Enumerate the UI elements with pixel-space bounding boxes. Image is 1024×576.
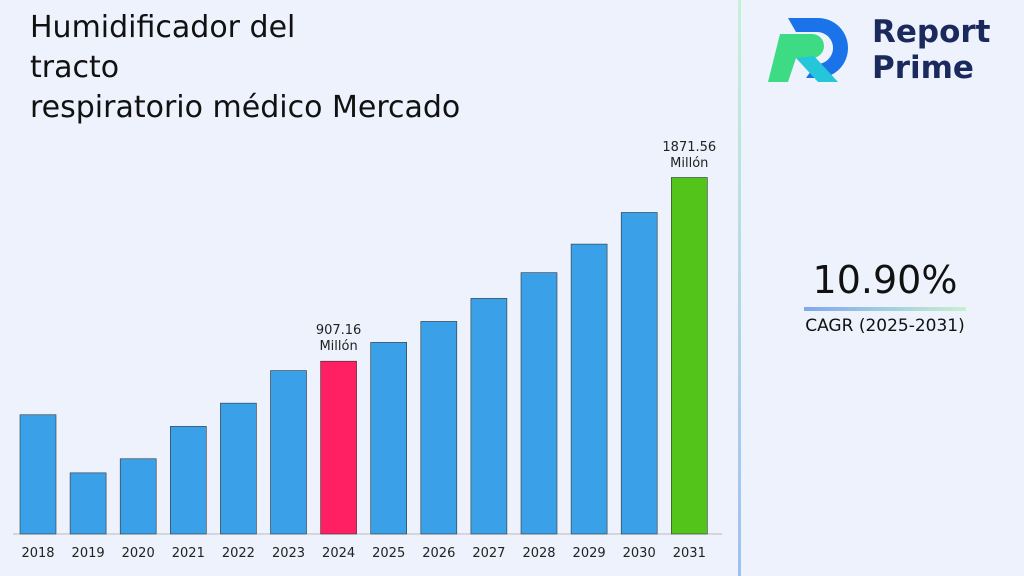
x-tick-label: 2029: [573, 546, 606, 561]
x-tick-label: 2021: [172, 546, 205, 561]
bar: [520, 272, 558, 535]
bar: [620, 212, 658, 535]
chart: 2018 2019 2020 2021 2022 2023 2024 2025 2026 2027…: [13, 177, 722, 561]
logo-icon: [768, 18, 848, 82]
bar: [69, 472, 107, 535]
x-tick-label: 2024: [322, 546, 355, 561]
x-tick-label: 2028: [522, 546, 555, 561]
bar: [19, 414, 57, 535]
cagr-underline: [804, 307, 966, 311]
x-tick-label: 2030: [623, 546, 656, 561]
bar: [220, 402, 257, 535]
x-tick-label: 2022: [222, 546, 255, 561]
cagr-value: 10.90%: [812, 258, 958, 302]
bar: [370, 342, 408, 535]
bar: [570, 243, 608, 535]
x-tick-label: 2018: [21, 546, 54, 561]
x-tick-label: 2023: [272, 546, 305, 561]
bar: [420, 321, 458, 535]
bar: [119, 458, 157, 535]
x-tick-label: 2020: [122, 546, 155, 561]
bar: [320, 360, 357, 535]
x-tick-label: 2019: [72, 546, 105, 561]
x-tick-label: 2025: [372, 546, 405, 561]
brand: Report Prime: [872, 14, 991, 86]
bar: [170, 426, 207, 535]
chart-title: Humidificador del tracto respiratorio mé…: [30, 10, 461, 125]
bar: [670, 177, 708, 535]
divider: [738, 0, 741, 576]
value-label: 1871.56 Millón: [662, 139, 717, 171]
value-label: 907.16 Millón: [315, 323, 362, 355]
bar: [470, 298, 508, 535]
x-tick-label: 2027: [472, 546, 505, 561]
x-tick-label: 2026: [422, 546, 455, 561]
bar: [270, 370, 307, 535]
cagr-label: CAGR (2025-2031): [805, 316, 965, 336]
x-tick-label: 2031: [673, 546, 706, 561]
